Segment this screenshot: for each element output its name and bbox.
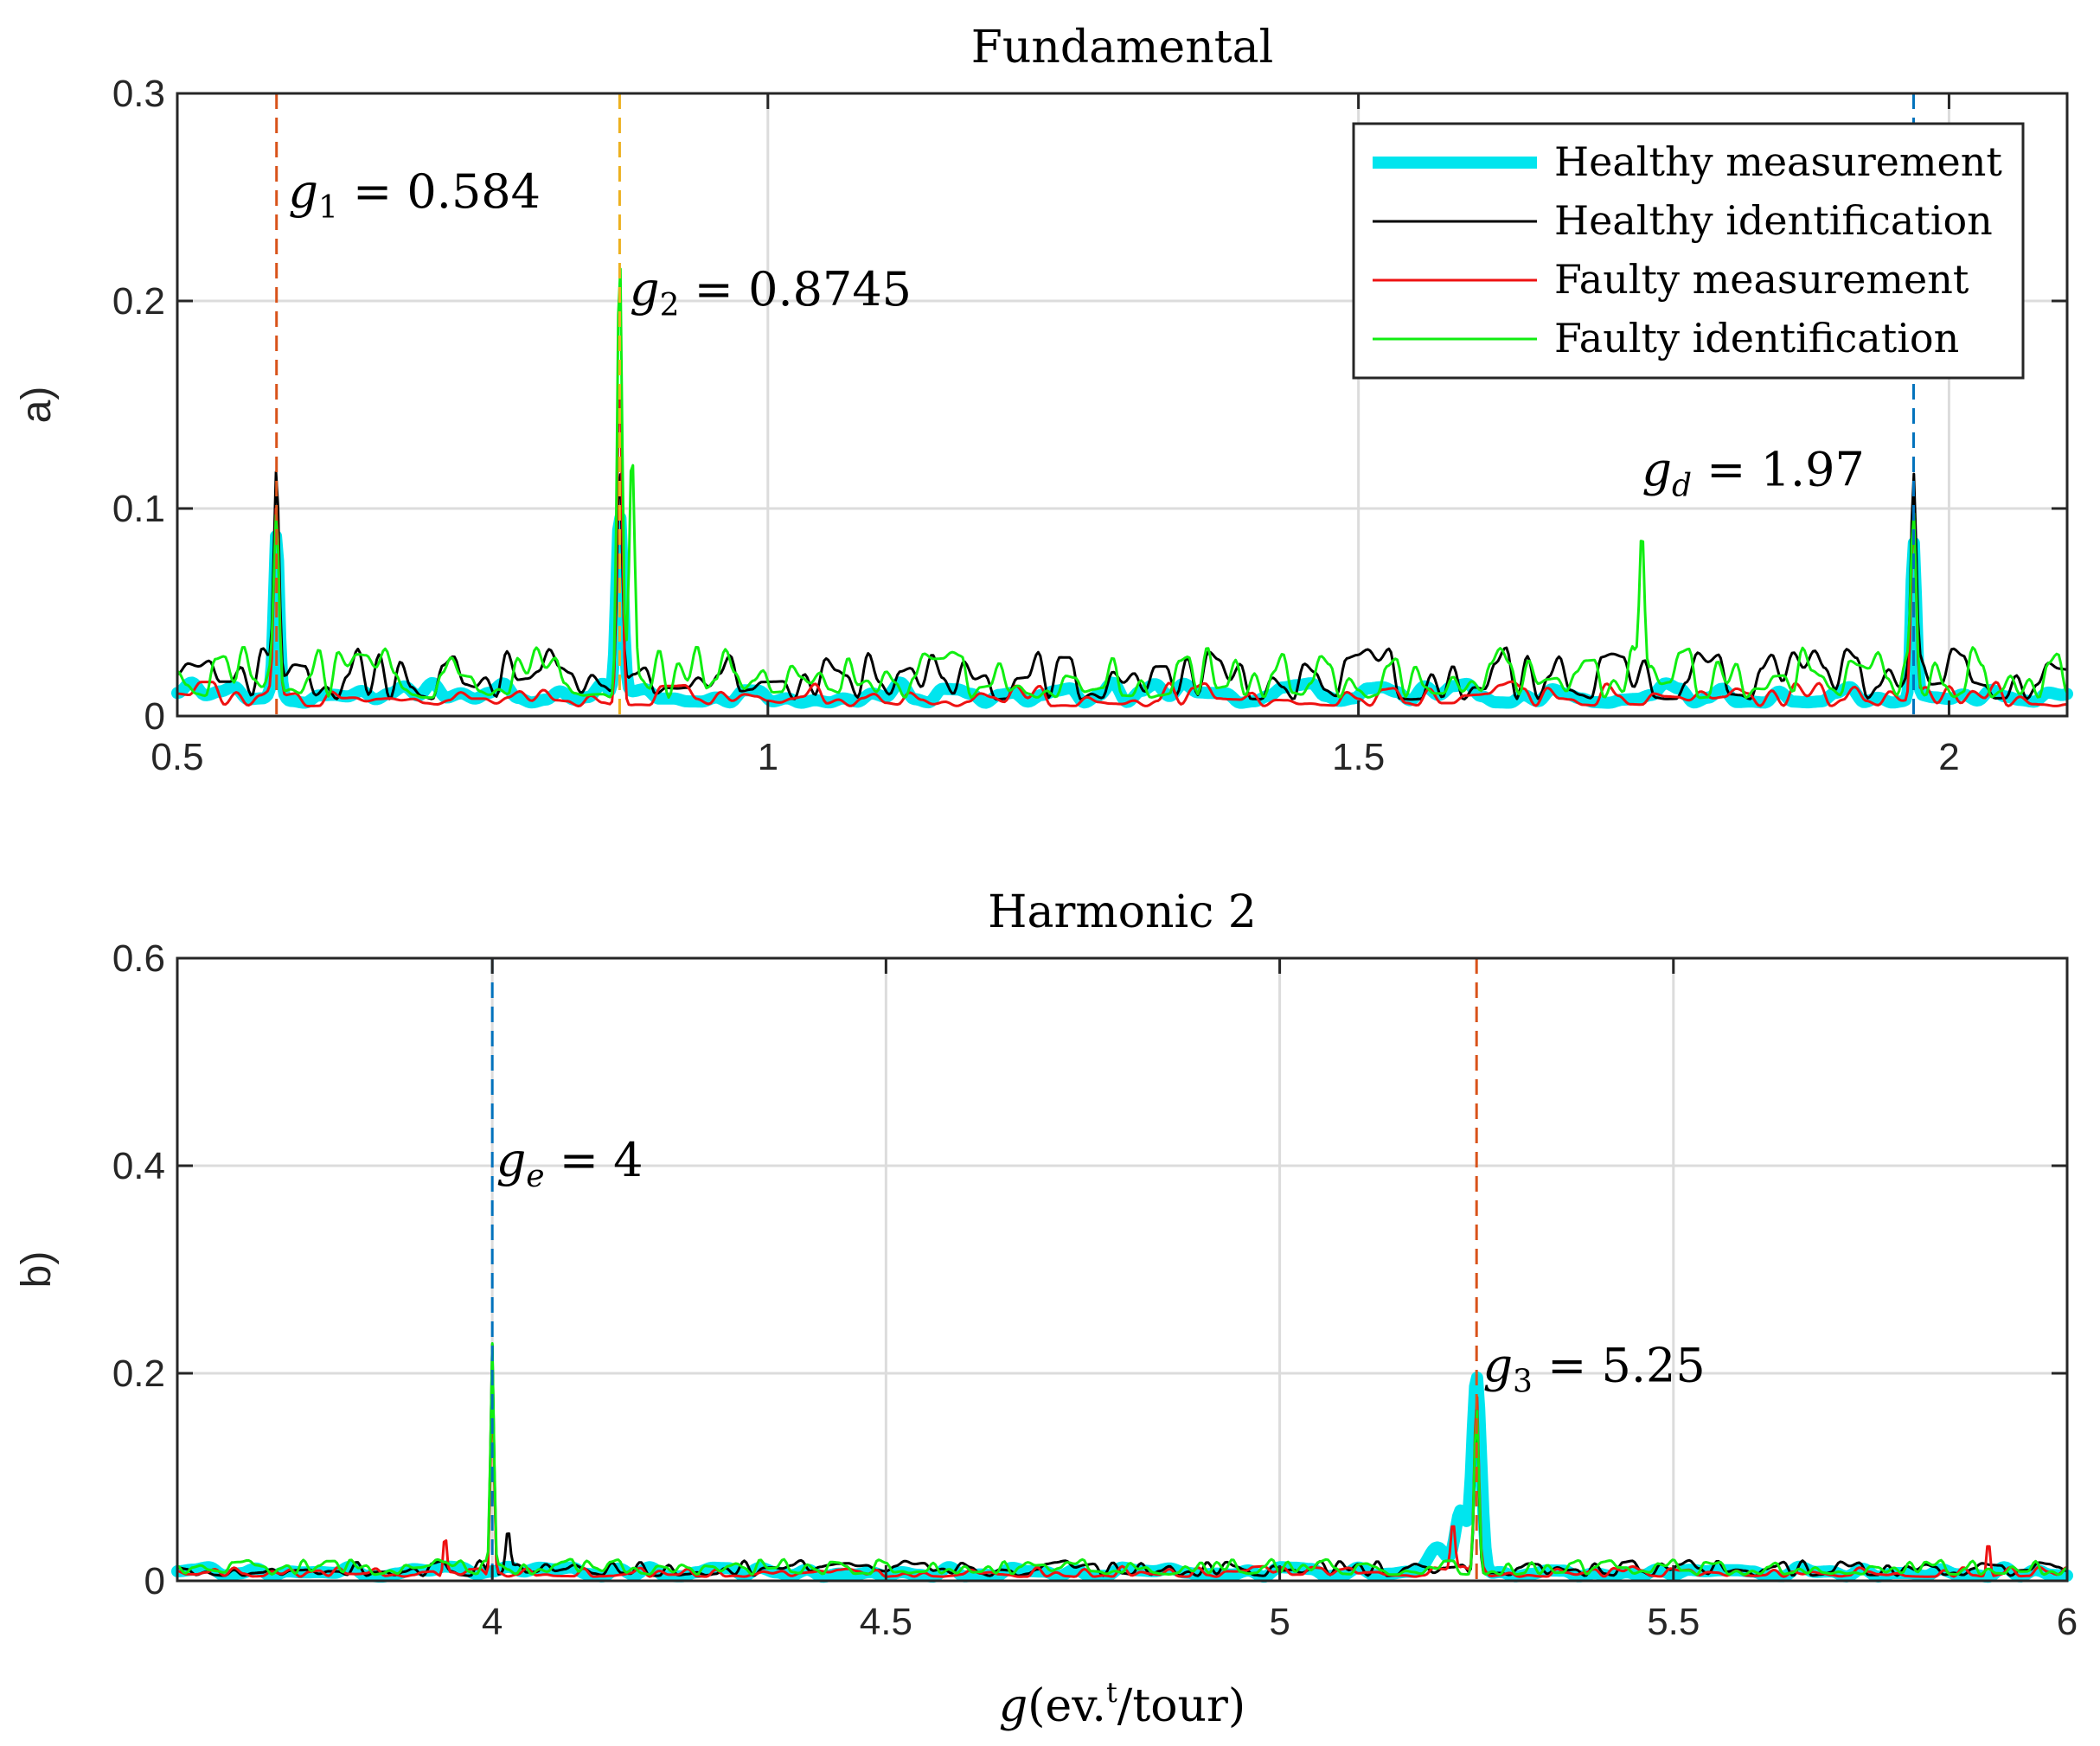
marker-annotation: g3 = 5.25 (1482, 1339, 1705, 1400)
series-line-healthy-identification (176, 1343, 2069, 1577)
x-tick-label: 1.5 (1332, 736, 1385, 778)
y-tick-label: 0 (144, 1560, 165, 1602)
annotation-subscript: 1 (318, 190, 338, 226)
x-tick-label: 4 (482, 1601, 503, 1643)
panel-b-markers: ge = 4g3 = 5.25 (490, 958, 1706, 1581)
annotation-subscript: 3 (1513, 1365, 1533, 1400)
y-tick-label: 0.3 (112, 73, 165, 115)
legend: Healthy measurement Healthy identificati… (1352, 122, 2025, 380)
series-line-faulty-measurement (176, 1365, 2069, 1578)
series-line-faulty-identification (176, 267, 2069, 700)
annotation-symbol: g (496, 1133, 527, 1187)
panel-a-title: Fundamental (971, 22, 1273, 74)
x-tick-label: 1 (758, 736, 778, 778)
panel-a-axes-box (176, 92, 2069, 718)
y-tick-label: 0.2 (112, 1353, 165, 1395)
annotation-symbol: g (1482, 1339, 1513, 1393)
x-tick-label: 0.5 (150, 736, 203, 778)
legend-label-faulty-measurement: Faulty measurement (1554, 256, 1969, 303)
xlabel-open: (ev. (1028, 1680, 1106, 1732)
legend-label-faulty-identification: Faulty identification (1554, 315, 1959, 361)
annotation-symbol: g (1642, 443, 1672, 497)
annotation-symbol: g (288, 164, 318, 219)
x-tick-label: 2 (1938, 736, 1959, 778)
marker-annotation: g1 = 0.584 (288, 164, 541, 226)
annotation-value: = 0.8745 (680, 262, 912, 317)
x-tick-label: 5.5 (1647, 1601, 1700, 1643)
panel-b-harmonic-2: ge = 4g3 = 5.25 4 4.5 5 5.5 600.20.40.6 Harm… (14, 886, 2078, 1732)
series-line-faulty-measurement (176, 385, 2069, 707)
annotation-subscript: 2 (660, 288, 680, 323)
panel-b-series (171, 1342, 2073, 1583)
y-tick-label: 0 (144, 695, 165, 738)
marker-annotation: gd = 1.97 (1642, 443, 1864, 504)
xlabel-close: /tour) (1117, 1680, 1245, 1732)
y-tick-label: 0.2 (112, 280, 165, 323)
x-tick-label: 5 (1269, 1601, 1290, 1643)
annotation-value: = 1.97 (1692, 443, 1865, 497)
series-line-healthy-identification (176, 470, 2069, 701)
panel-b-ylabel: b) (14, 1251, 60, 1289)
annotation-value: = 4 (545, 1133, 643, 1187)
panel-b-title: Harmonic 2 (988, 886, 1257, 938)
annotation-subscript: d (1672, 469, 1692, 504)
panel-b-ticks: 4 4.5 5 5.5 6 0 0.2 0.4 0.6 (112, 937, 2078, 1643)
series-line-faulty-identification (176, 1342, 2069, 1577)
annotation-value: = 5.25 (1533, 1339, 1706, 1393)
marker-annotation: g2 = 0.8745 (630, 262, 912, 323)
y-tick-label: 0.1 (112, 488, 165, 530)
xlabel-superscript: t (1106, 1676, 1117, 1709)
y-tick-label: 0.4 (112, 1145, 165, 1187)
panel-a-series (171, 267, 2073, 709)
panel-a-ylabel: a) (14, 387, 60, 424)
panel-b-grid (177, 958, 2067, 1581)
x-tick-label: 6 (2057, 1601, 2078, 1643)
legend-label-healthy-measurement: Healthy measurement (1554, 138, 2002, 185)
x-tick-label: 4.5 (860, 1601, 912, 1643)
panel-b-xlabel: g(ev.t/tour) (999, 1676, 1245, 1732)
xlabel-symbol: g (999, 1680, 1028, 1732)
panel-a-ticks: 0.5 1 1.5 2 0 0.1 0.2 0.3 (112, 73, 2067, 778)
annotation-value: = 0.584 (338, 164, 541, 219)
marker-annotation: ge = 4 (496, 1133, 643, 1194)
panel-b-axes-box (176, 956, 2069, 1583)
y-tick-label: 0.6 (112, 937, 165, 980)
series-line-healthy-measurement (171, 1371, 2073, 1583)
legend-label-healthy-identification: Healthy identification (1554, 197, 1993, 244)
annotation-subscript: e (526, 1159, 544, 1194)
annotation-symbol: g (630, 262, 660, 317)
